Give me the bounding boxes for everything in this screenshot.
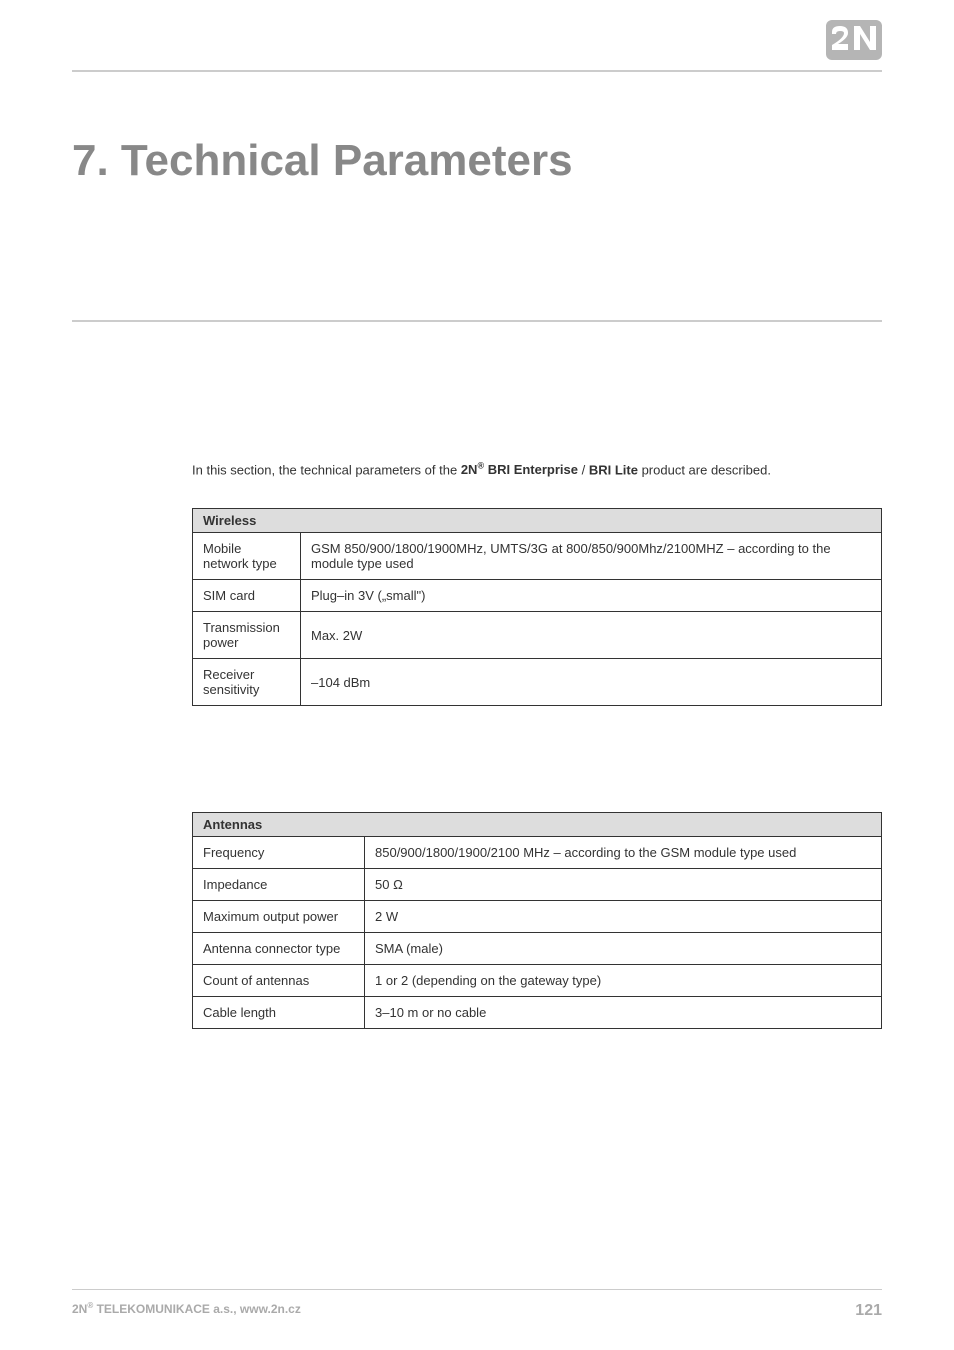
table-row: Antenna connector type SMA (male) [193, 933, 882, 965]
table-row: Mobile network type GSM 850/900/1800/190… [193, 533, 882, 580]
chapter-title: 7. Technical Parameters [72, 136, 573, 186]
cell-value: GSM 850/900/1800/1900MHz, UMTS/3G at 800… [301, 533, 882, 580]
cell-label: SIM card [193, 580, 301, 612]
antennas-header: Antennas [193, 813, 882, 837]
intro-pre: In this section, the technical parameter… [192, 462, 461, 477]
table-row: Receiver sensitivity –104 dBm [193, 659, 882, 706]
page: 7. Technical Parameters In this section,… [0, 0, 954, 1350]
cell-label: Impedance [193, 869, 365, 901]
table-row: Cable length 3–10 m or no cable [193, 997, 882, 1029]
wireless-table: Wireless Mobile network type GSM 850/900… [192, 508, 882, 706]
table-row: Maximum output power 2 W [193, 901, 882, 933]
footer-company: 2N® TELEKOMUNIKACE a.s., www.2n.cz [72, 1301, 301, 1316]
cell-value: 850/900/1800/1900/2100 MHz – according t… [365, 837, 882, 869]
table-row: SIM card Plug–in 3V („small") [193, 580, 882, 612]
table-header-row: Antennas [193, 813, 882, 837]
intro-brand-prefix: 2N [461, 462, 478, 477]
intro-mid: / [578, 462, 589, 477]
cell-value: 1 or 2 (depending on the gateway type) [365, 965, 882, 997]
table-row: Frequency 850/900/1800/1900/2100 MHz – a… [193, 837, 882, 869]
footer-company-rest: TELEKOMUNIKACE a.s., www.2n.cz [93, 1302, 301, 1316]
antennas-table: Antennas Frequency 850/900/1800/1900/210… [192, 812, 882, 1029]
cell-label: Receiver sensitivity [193, 659, 301, 706]
cell-value: SMA (male) [365, 933, 882, 965]
table-row: Transmission power Max. 2W [193, 612, 882, 659]
brand-logo-icon [826, 20, 882, 60]
cell-label: Transmission power [193, 612, 301, 659]
cell-label: Antenna connector type [193, 933, 365, 965]
cell-value: Max. 2W [301, 612, 882, 659]
table-header-row: Wireless [193, 509, 882, 533]
intro-brand-rest: BRI Enterprise [484, 462, 578, 477]
cell-label: Count of antennas [193, 965, 365, 997]
intro-post: product are described. [638, 462, 771, 477]
cell-value: Plug–in 3V („small") [301, 580, 882, 612]
mid-rule [72, 320, 882, 322]
cell-label: Frequency [193, 837, 365, 869]
footer-company-prefix: 2N [72, 1302, 87, 1316]
cell-label: Cable length [193, 997, 365, 1029]
table-row: Count of antennas 1 or 2 (depending on t… [193, 965, 882, 997]
cell-value: –104 dBm [301, 659, 882, 706]
wireless-header: Wireless [193, 509, 882, 533]
cell-value: 2 W [365, 901, 882, 933]
intro-brand2: BRI Lite [589, 462, 638, 477]
table-row: Impedance 50 Ω [193, 869, 882, 901]
cell-label: Mobile network type [193, 533, 301, 580]
page-number: 121 [855, 1302, 882, 1320]
intro-paragraph: In this section, the technical parameter… [192, 460, 882, 480]
header-rule [72, 70, 882, 72]
cell-value: 3–10 m or no cable [365, 997, 882, 1029]
cell-label: Maximum output power [193, 901, 365, 933]
footer-rule [72, 1289, 882, 1290]
cell-value: 50 Ω [365, 869, 882, 901]
